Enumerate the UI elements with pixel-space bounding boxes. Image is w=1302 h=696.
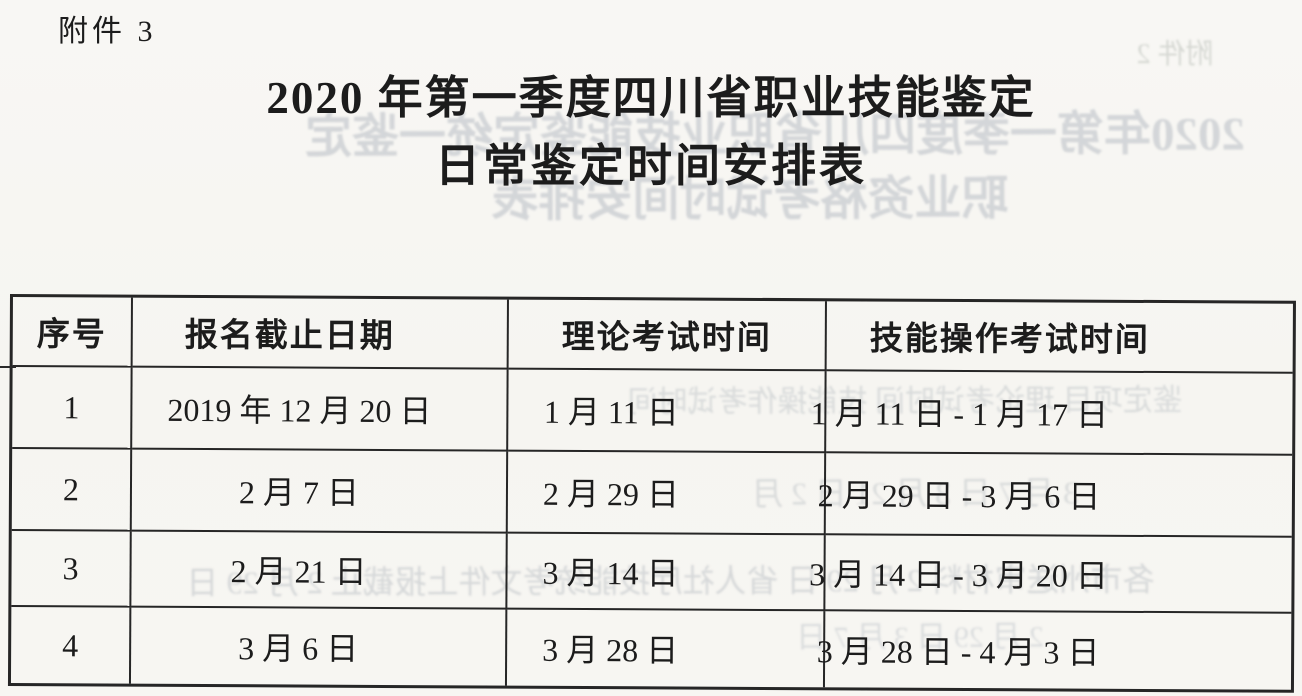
cell-skill: 3 月 14 日 - 3 月 20 日 xyxy=(809,535,1292,614)
header-cell-deadline: 报名截止日期 xyxy=(132,297,509,370)
cell-skill: 1 月 11 日 - 1 月 17 日 xyxy=(811,371,1293,456)
cell-index: 3 xyxy=(11,531,132,608)
scan-line-artifact xyxy=(0,366,16,368)
header-cell-theory: 理论考试时间 xyxy=(508,299,827,372)
header-cell-index: 序号 xyxy=(12,297,133,368)
table-row: 2 2 月 7 日 2 月 29 日 2 月 29 日 - 3 月 6 日 xyxy=(11,449,1293,538)
header-cell-skill: 技能操作考试时间 xyxy=(826,301,1293,374)
attachment-label: 附件 3 xyxy=(58,15,157,48)
cell-index: 1 xyxy=(12,367,133,450)
table-header-row: 序号 报名截止日期 理论考试时间 技能操作考试时间 xyxy=(12,297,1293,374)
cell-deadline: 2019 年 12 月 20 日 xyxy=(132,367,509,452)
cell-deadline: 2 月 7 日 xyxy=(131,449,509,534)
document-title-line2: 日常鉴定时间安排表 xyxy=(434,141,867,191)
schedule-table: 序号 报名截止日期 理论考试时间 技能操作考试时间 1 2019 年 12 月 … xyxy=(7,294,1296,693)
cell-deadline: 3 月 6 日 xyxy=(130,607,508,686)
ghost-text: 附件 2 xyxy=(1136,38,1214,71)
document-title: 2020 年第一季度四川省职业技能鉴定 日常鉴定时间安排表 xyxy=(0,76,1302,189)
cell-skill: 2 月 29 日 - 3 月 6 日 xyxy=(818,453,1293,538)
cell-theory: 2 月 29 日 xyxy=(507,451,827,536)
cell-theory: 3 月 28 日 xyxy=(506,609,826,688)
cell-index: 2 xyxy=(11,449,133,532)
document-title-line1: 2020 年第一季度四川省职业技能鉴定 xyxy=(266,73,1036,123)
schedule-table-wrapper: 序号 报名截止日期 理论考试时间 技能操作考试时间 1 2019 年 12 月 … xyxy=(7,294,1296,693)
table-row: 4 3 月 6 日 3 月 28 日 3 月 28 日 - 4 月 3 日 xyxy=(10,607,1291,690)
cell-index: 4 xyxy=(10,607,132,684)
cell-skill: 3 月 28 日 - 4 月 3 日 xyxy=(816,633,1100,671)
cell-deadline: 2 月 21 日 xyxy=(131,531,508,610)
table-row: 1 2019 年 12 月 20 日 1 月 11 日 1 月 11 日 - 1… xyxy=(12,367,1293,456)
table-row: 3 2 月 21 日 3 月 14 日 3 月 14 日 - 3 月 20 日 xyxy=(11,531,1292,614)
cell-theory: 3 月 14 日 xyxy=(507,533,826,612)
cell-theory: 1 月 11 日 xyxy=(508,369,827,454)
